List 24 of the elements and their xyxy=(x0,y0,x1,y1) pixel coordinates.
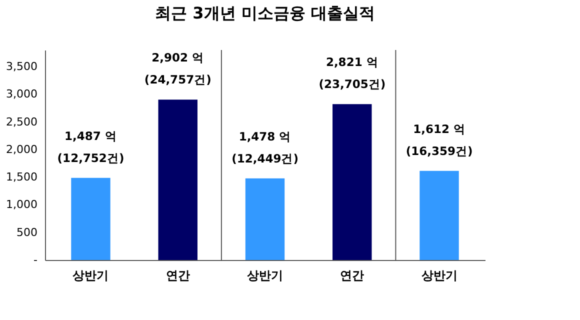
bar xyxy=(71,178,110,260)
y-tick-label: 3,500 xyxy=(6,60,38,74)
y-tick-label: - xyxy=(34,254,38,266)
y-tick-label: 2,500 xyxy=(6,115,38,128)
x-tick-label: 연간 xyxy=(340,268,364,282)
y-tick-label: 1,500 xyxy=(6,170,38,184)
bar xyxy=(245,178,285,260)
x-tick-label: 상반기 xyxy=(420,268,458,282)
y-tick-label: 3,000 xyxy=(6,88,38,101)
data-label: 2,902 억 (24,757건) xyxy=(144,50,212,87)
data-label: 1,478 억 (12,449건) xyxy=(232,129,298,166)
data-label: 1,487 억 (12,752건) xyxy=(57,128,124,165)
y-tick-label: 1,000 xyxy=(6,198,38,212)
y-tick-label: 500 xyxy=(16,226,38,239)
y-tick-label: 2,000 xyxy=(6,142,38,156)
data-label: 1,612 억 (16,359건) xyxy=(406,122,473,158)
x-tick-label: 상반기 xyxy=(246,268,283,282)
x-tick-label: 연간 xyxy=(166,268,190,282)
x-tick-label: 상반기 xyxy=(72,268,109,282)
bar xyxy=(332,104,372,260)
chart-title: 최근 3개년 미소금융 대출실적 xyxy=(155,4,375,22)
bar xyxy=(420,170,459,260)
data-label: 2,821 억 (23,705건) xyxy=(318,55,386,92)
bar xyxy=(158,100,198,260)
